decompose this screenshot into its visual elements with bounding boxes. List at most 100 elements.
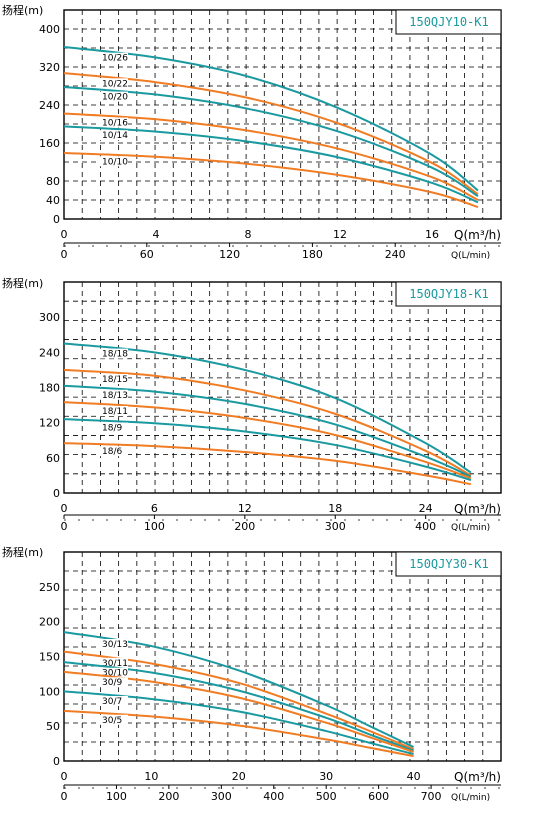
chart-2: 150QJY18-K1 扬程(m) 0 60 120 180 240 300 0 6 12 18 24 Q…	[2, 276, 502, 533]
flow-tick-label: 240	[385, 248, 406, 261]
model-label: 150QJY10-K1	[409, 15, 488, 29]
model-label: 150QJY18-K1	[409, 287, 488, 301]
series-line-30-10	[63, 661, 414, 752]
y-tick-label: 100	[39, 685, 60, 698]
y-tick-label: 0	[53, 487, 60, 500]
series-label-bg	[96, 405, 128, 416]
series-label-bg	[96, 667, 128, 678]
flow-tick-label: 0	[61, 248, 68, 261]
series-line-18-6	[63, 442, 472, 486]
series-line-18-11	[63, 401, 472, 480]
flow-tick-label: 0	[61, 790, 68, 803]
series-label: 30/10	[102, 669, 128, 679]
y-tick-label: 250	[39, 581, 60, 594]
flow-tick-label: 60	[140, 248, 154, 261]
series-label: 10/10	[102, 157, 128, 167]
x-tick-label: 20	[232, 770, 246, 783]
y-tick-label: 300	[39, 311, 60, 324]
series-line-30-5	[63, 709, 414, 758]
y-tick-label: 320	[39, 61, 60, 74]
series-label: 10/16	[102, 119, 128, 129]
plot-frame	[63, 551, 502, 762]
flow-tick-label: 600	[368, 790, 389, 803]
series-label: 10/22	[102, 79, 128, 89]
series-line-30-13	[63, 631, 415, 748]
model-box	[395, 281, 502, 307]
model-box	[395, 9, 502, 35]
flow-tick-label: 200	[234, 520, 255, 533]
y-tick-label: 240	[39, 346, 60, 359]
x-tick-label: 0	[61, 228, 68, 241]
series-label: 18/11	[102, 407, 128, 417]
series-line-10-14	[63, 125, 479, 204]
flow-tick-label: 100	[144, 520, 165, 533]
series-label-bg	[96, 348, 128, 359]
model-label: 150QJY30-K1	[409, 557, 488, 571]
series-label: 30/11	[102, 659, 128, 669]
series-line-30-9	[63, 670, 414, 753]
y-tick-label: 400	[39, 23, 60, 36]
plot-frame	[63, 281, 502, 494]
series-line-18-9	[63, 418, 472, 482]
series-line-10-10	[63, 151, 479, 209]
series-label: 30/9	[102, 678, 122, 688]
flow-tick-label: 400	[263, 790, 284, 803]
x-tick-label: 0	[61, 770, 68, 783]
x-axis-title: Q(m³/h)	[454, 502, 501, 516]
x-axis-title: Q(m³/h)	[454, 228, 501, 242]
flow-tick-label: 300	[211, 790, 232, 803]
y-axis-title: 扬程(m)	[2, 276, 43, 290]
series-line-18-18	[63, 342, 472, 474]
y-axis-title: 扬程(m)	[2, 545, 43, 559]
x-tick-label: 12	[238, 502, 252, 515]
flow-tick-label: 400	[415, 520, 436, 533]
series-label: 18/13	[102, 391, 128, 401]
series-label: 18/15	[102, 375, 128, 385]
series-line-10-22	[63, 72, 479, 196]
x-tick-label: 10	[144, 770, 158, 783]
series-label-bg	[96, 373, 128, 384]
series-line-30-11	[63, 650, 414, 751]
y-tick-label: 150	[39, 651, 60, 664]
series-label-bg	[96, 156, 128, 167]
series-line-30-7	[63, 690, 414, 756]
series-label-bg	[96, 638, 128, 649]
series-label-bg	[96, 422, 128, 433]
chart-3: 150QJY30-K1 扬程(m) 0 50 100 150 200 250 0 10 20 30 40…	[2, 545, 502, 803]
series-line-10-16	[63, 112, 479, 201]
y-tick-label: 200	[39, 616, 60, 629]
flow-tick-label: 500	[316, 790, 337, 803]
series-line-18-13	[63, 384, 472, 478]
x-axis-title: Q(m³/h)	[454, 770, 501, 784]
series-label-bg	[96, 677, 128, 688]
flow-axis-title: Q(L/min)	[451, 793, 490, 803]
y-tick-label: 0	[53, 213, 60, 226]
flow-tick-label: 180	[302, 248, 323, 261]
series-label-bg	[96, 52, 128, 63]
y-tick-label: 60	[46, 452, 60, 465]
series-label-bg	[96, 657, 128, 668]
series-label: 10/14	[102, 131, 128, 141]
x-tick-label: 4	[153, 228, 160, 241]
series-label: 18/6	[102, 447, 122, 457]
series-label: 10/20	[102, 93, 128, 103]
series-line-10-20	[63, 85, 479, 198]
flow-tick-label: 120	[219, 248, 240, 261]
model-box	[395, 551, 502, 577]
flow-axis-title: Q(L/min)	[451, 251, 490, 261]
flow-tick-label: 200	[158, 790, 179, 803]
x-tick-label: 6	[151, 502, 158, 515]
series-line-18-15	[63, 368, 472, 477]
x-tick-label: 40	[407, 770, 421, 783]
x-tick-label: 12	[333, 228, 347, 241]
y-tick-label: 40	[46, 194, 60, 207]
series-label: 30/5	[102, 716, 122, 726]
y-axis-title: 扬程(m)	[2, 3, 43, 17]
series-label-bg	[96, 696, 128, 707]
series-line-10-26	[63, 46, 479, 192]
x-tick-label: 18	[328, 502, 342, 515]
series-label-bg	[96, 117, 128, 128]
